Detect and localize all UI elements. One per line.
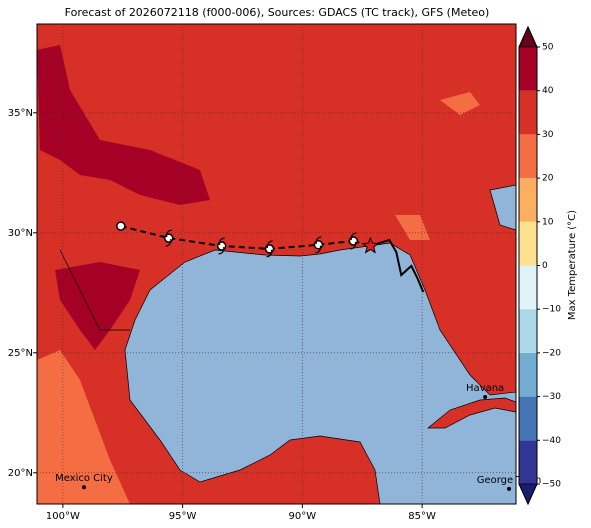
colorbar-tick-label: −20: [542, 348, 561, 358]
colorbar-tick-label: 40: [542, 86, 554, 96]
colorbar-band: [519, 221, 537, 266]
city-dot: [81, 485, 86, 490]
storm-symbol: [165, 229, 172, 247]
colorbar-tick-label: −50: [542, 480, 561, 490]
hot-region: [37, 45, 210, 205]
colorbar-tick-label: 10: [542, 217, 554, 227]
current-position: [361, 236, 380, 254]
colorbar-extend: [518, 26, 538, 48]
colorbar-band: [519, 178, 537, 222]
colorbar-extend: [518, 483, 538, 505]
map: [37, 24, 516, 504]
warm-region: [395, 92, 480, 240]
colorbar-label: Max Temperature (°C): [567, 210, 578, 320]
city-label: Havana: [466, 383, 504, 394]
city-dot: [483, 394, 488, 399]
track-point: [348, 236, 359, 246]
past-track: [370, 238, 425, 293]
hot-region: [55, 262, 140, 350]
city-dot: [507, 486, 512, 491]
colorbar-band: [519, 309, 537, 353]
colorbar-tick-label: −30: [542, 392, 561, 402]
colorbar-band: [519, 352, 537, 397]
track-point: [313, 240, 324, 250]
colorbar-band: [519, 265, 537, 310]
colorbar-band: [519, 47, 537, 91]
colorbar-tick-label: 30: [542, 130, 554, 140]
colorbar-tick-label: 0: [542, 261, 548, 271]
track-point: [216, 241, 227, 251]
city-label: Mexico City: [55, 473, 113, 484]
y-tick-label: 25°N: [8, 348, 33, 359]
colorbar-tick-label: −10: [542, 305, 561, 315]
colorbar-tick-label: −40: [542, 436, 561, 446]
x-tick-label: 90°W: [289, 511, 317, 522]
storm-symbol: [218, 237, 225, 255]
sea: [124, 242, 516, 504]
colorbar-tick-label: 50: [542, 43, 554, 53]
y-tick-label: 20°N: [8, 468, 33, 479]
colorbar-tick-label: 20: [542, 174, 554, 184]
colorbar-band: [519, 134, 537, 179]
storm-symbol: [315, 236, 322, 254]
border: [59, 249, 130, 331]
storm-symbol: [350, 232, 357, 250]
chart-title: Forecast of 2026072118 (f000-006), Sourc…: [65, 6, 490, 19]
x-tick-label: 85°W: [408, 511, 436, 522]
x-tick-label: 95°W: [169, 511, 197, 522]
track-point: [163, 233, 174, 243]
warm-region: [37, 350, 130, 504]
city-label: George Town: [477, 475, 542, 486]
colorbar-band: [519, 440, 537, 484]
island: [427, 397, 516, 429]
colorbar-band: [519, 396, 537, 441]
y-tick-label: 30°N: [8, 228, 33, 239]
x-tick-label: 100°W: [46, 511, 80, 522]
colorbar-band: [519, 90, 537, 135]
y-tick-label: 35°N: [8, 108, 33, 119]
forecast-track: [120, 225, 354, 250]
track-point: [116, 221, 126, 231]
storm-symbol: [266, 240, 273, 258]
sea: [489, 184, 516, 231]
map-frame: [36, 23, 517, 505]
track-point: [264, 244, 275, 254]
